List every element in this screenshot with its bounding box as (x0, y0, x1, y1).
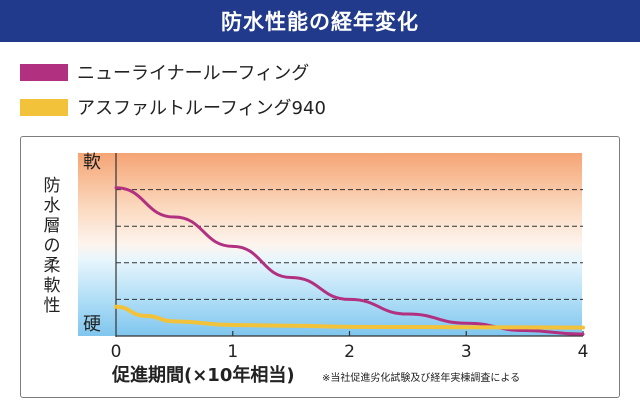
legend-swatch-new-liner (20, 63, 68, 81)
legend-item-new-liner: ニューライナールーフィング (20, 59, 309, 85)
x-tick-label: 4 (578, 342, 589, 362)
footnote: ※当社促進劣化試験及び経年実棟調査による (322, 373, 521, 384)
plot-background (78, 153, 582, 336)
page-title: 防水性能の経年変化 (221, 10, 419, 34)
legend-label-asphalt: アスファルトルーフィング940 (77, 98, 326, 119)
header-bar: 防水性能の経年変化 (0, 0, 640, 42)
y-axis-label-char: 水 (43, 196, 61, 216)
x-tick-label: 0 (111, 342, 122, 362)
legend-item-asphalt: アスファルトルーフィング940 (20, 94, 326, 120)
y-axis-label-char: 軟 (43, 276, 61, 296)
legend-label-new-liner: ニューライナールーフィング (77, 63, 310, 84)
x-tick-label: 2 (344, 342, 355, 362)
series-line-asphalt (114, 304, 585, 330)
legend-swatch-asphalt (20, 98, 68, 116)
x-tick-label: 3 (461, 342, 472, 362)
y-axis-label-char: 柔 (43, 256, 61, 276)
x-axis-label: 促進期間(×10年相当) (112, 365, 295, 386)
y-axis-label-char: 防 (43, 176, 61, 196)
y-axis-label-char: 層 (43, 216, 61, 236)
y-axis-label-char: の (43, 236, 61, 256)
y-bottom-label: 硬 (83, 314, 101, 335)
y-axis-label-char: 性 (43, 296, 61, 316)
x-tick-label: 1 (227, 342, 238, 362)
y-top-label: 軟 (83, 152, 101, 173)
